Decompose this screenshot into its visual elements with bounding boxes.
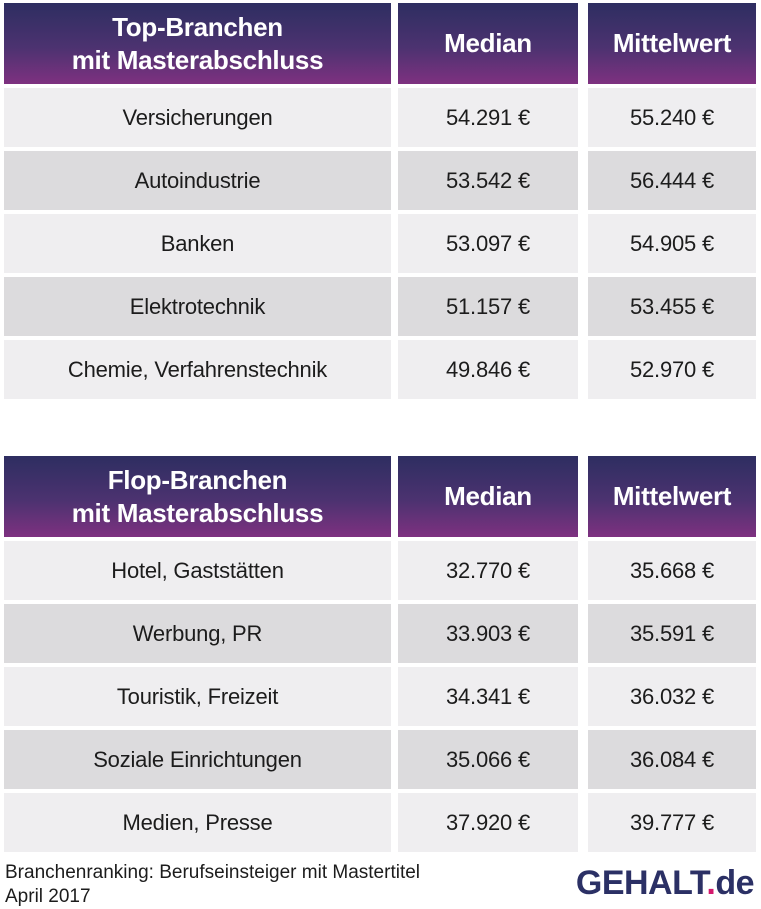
median-value: 51.157 € [398, 277, 578, 336]
row-label: Elektrotechnik [4, 277, 391, 336]
caption-line1: Branchenranking: Berufseinsteiger mit Ma… [5, 862, 421, 883]
table-row: Chemie, Verfahrenstechnik 49.846 € 52.97… [4, 340, 756, 399]
top-mittelwert-header: Mittelwert [588, 3, 756, 84]
row-label: Chemie, Verfahrenstechnik [4, 340, 391, 399]
table-row: Autoindustrie 53.542 € 56.444 € [4, 151, 756, 210]
table-row: Werbung, PR 33.903 € 35.591 € [4, 604, 756, 663]
table-row: Versicherungen 54.291 € 55.240 € [4, 88, 756, 147]
mittelwert-value: 55.240 € [588, 88, 756, 147]
mittelwert-value: 36.032 € [588, 667, 756, 726]
median-value: 35.066 € [398, 730, 578, 789]
median-value: 53.097 € [398, 214, 578, 273]
flop-table-title-line2: mit Masterabschluss [71, 497, 324, 528]
table-row: Soziale Einrichtungen 35.066 € 36.084 € [4, 730, 756, 789]
mittelwert-value: 53.455 € [588, 277, 756, 336]
row-label: Hotel, Gaststätten [4, 541, 391, 600]
top-table-header-row: Top-Branchen mit Masterabschluss Median … [4, 3, 756, 84]
mittelwert-value: 54.905 € [588, 214, 756, 273]
logo-dot: . [706, 864, 716, 902]
median-value: 53.542 € [398, 151, 578, 210]
row-label: Banken [4, 214, 391, 273]
median-value: 32.770 € [398, 541, 578, 600]
row-label: Versicherungen [4, 88, 391, 147]
table-row: Hotel, Gaststätten 32.770 € 35.668 € [4, 541, 756, 600]
table-row: Touristik, Freizeit 34.341 € 36.032 € [4, 667, 756, 726]
flop-table-title: Flop-Branchen mit Masterabschluss [4, 456, 391, 537]
median-value: 34.341 € [398, 667, 578, 726]
mittelwert-value: 35.591 € [588, 604, 756, 663]
row-label: Werbung, PR [4, 604, 391, 663]
mittelwert-value: 36.084 € [588, 730, 756, 789]
row-label: Soziale Einrichtungen [4, 730, 391, 789]
mittelwert-value: 56.444 € [588, 151, 756, 210]
median-value: 54.291 € [398, 88, 578, 147]
median-value: 49.846 € [398, 340, 578, 399]
top-branchen-table: Top-Branchen mit Masterabschluss Median … [4, 3, 756, 399]
flop-table-header-row: Flop-Branchen mit Masterabschluss Median… [4, 456, 756, 537]
mittelwert-value: 39.777 € [588, 793, 756, 852]
mittelwert-value: 52.970 € [588, 340, 756, 399]
table-row: Elektrotechnik 51.157 € 53.455 € [4, 277, 756, 336]
caption-line2: April 2017 [5, 886, 91, 907]
flop-median-header: Median [398, 456, 578, 537]
logo-tld: de [715, 864, 754, 902]
top-table-title-line2: mit Masterabschluss [71, 44, 324, 75]
mittelwert-value: 35.668 € [588, 541, 756, 600]
flop-mittelwert-header: Mittelwert [588, 456, 756, 537]
gehalt-logo: GEHALT.de [575, 863, 755, 903]
footer: Branchenranking: Berufseinsteiger mit Ma… [4, 861, 756, 909]
flop-table-title-line1: Flop-Branchen [107, 464, 288, 495]
median-value: 37.920 € [398, 793, 578, 852]
row-label: Autoindustrie [4, 151, 391, 210]
table-row: Banken 53.097 € 54.905 € [4, 214, 756, 273]
top-table-title-line1: Top-Branchen [112, 11, 283, 42]
median-value: 33.903 € [398, 604, 578, 663]
row-label: Medien, Presse [4, 793, 391, 852]
top-table-title: Top-Branchen mit Masterabschluss [4, 3, 391, 84]
source-caption: Branchenranking: Berufseinsteiger mit Ma… [5, 861, 420, 909]
top-median-header: Median [398, 3, 578, 84]
flop-branchen-table: Flop-Branchen mit Masterabschluss Median… [4, 456, 756, 852]
row-label: Touristik, Freizeit [4, 667, 391, 726]
logo-name: GEHALT [575, 864, 707, 902]
table-row: Medien, Presse 37.920 € 39.777 € [4, 793, 756, 852]
